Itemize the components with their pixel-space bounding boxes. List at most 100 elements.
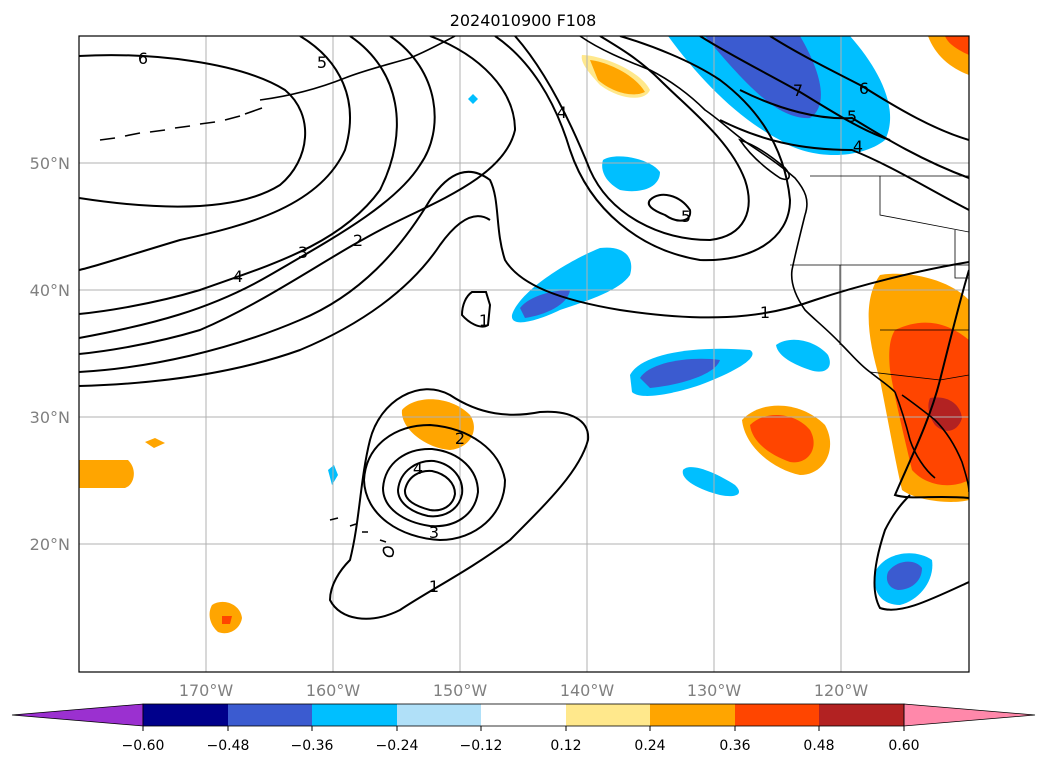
colorbar-bin [735, 704, 819, 726]
contour-label: 4 [233, 267, 243, 286]
contour-1-closed-39n [460, 291, 492, 328]
colorbar-bin [312, 704, 397, 726]
colorbar-bin [650, 704, 735, 726]
contour-label: 5 [847, 107, 857, 126]
colorbar-frame [142, 703, 905, 727]
positive-core-29n [750, 414, 814, 463]
colorbar-under-triangle [11, 703, 144, 727]
colorbar-tick-label: 0.60 [888, 738, 919, 754]
graticule [79, 36, 969, 672]
contour-5-closed [647, 193, 692, 222]
longitude-labels: 170°W 160°W 150°W 140°W 130°W 120°W [179, 681, 869, 700]
contour-5-northeast [739, 89, 969, 179]
map-frame [78, 35, 970, 673]
baja-coast [894, 391, 969, 493]
colorbar-tick-label: 0.24 [634, 738, 665, 754]
colorbar-bin [481, 704, 566, 726]
colorbar-tick-label: 0.36 [719, 738, 750, 754]
contour-2-subtropical [362, 423, 507, 542]
contour-2 [79, 36, 517, 355]
contour-label: 4 [853, 137, 863, 156]
positive-core-15n [222, 616, 232, 624]
colorbar-tick-label: −0.12 [460, 738, 503, 754]
negative-core-17n [886, 561, 922, 590]
colorbar-bin [397, 704, 481, 726]
coastlines [99, 36, 969, 558]
contour-lines [79, 36, 969, 620]
lon-label-130w: 130°W [687, 681, 742, 700]
contour-label: 1 [479, 311, 489, 330]
us-west-coast [790, 214, 896, 393]
contour-4-west [79, 36, 398, 315]
colorbar: −0.60 −0.48 −0.36 −0.24 −0.12 0.12 0.24 … [11, 703, 1036, 754]
contour-1-southeast [873, 494, 969, 611]
contour-label: 4 [557, 103, 567, 122]
contour-label: 4 [413, 459, 423, 478]
negative-core-40n [520, 290, 570, 318]
contour-7 [699, 36, 891, 141]
colorbar-over-triangle [903, 703, 1036, 727]
contour-label: 1 [429, 577, 439, 596]
state-borders [790, 176, 969, 345]
contour-label: 2 [353, 231, 363, 250]
positive-area-29n-150w [401, 399, 474, 450]
contour-label: 5 [317, 53, 327, 72]
vancouver-island [738, 138, 790, 181]
lon-label-160w: 160°W [306, 681, 361, 700]
negative-speck-54n [468, 94, 478, 104]
contour-4-far-northeast [719, 119, 969, 211]
lat-label-40n: 40°N [30, 281, 70, 300]
lat-label-50n: 50°N [30, 154, 70, 173]
contour-label: 1 [760, 303, 770, 322]
contour-label: 5 [681, 207, 691, 226]
contour-4-inner [514, 36, 750, 242]
contour-label: 2 [455, 429, 465, 448]
map-panel: 6 5 4 4 3 2 4 5 7 6 5 1 1 2 4 3 1 [78, 35, 970, 673]
positive-speck-29n [145, 438, 165, 448]
negative-area-26n [682, 467, 740, 497]
latitude-labels: 50°N 40°N 30°N 20°N [30, 154, 70, 554]
lon-label-120w: 120°W [814, 681, 869, 700]
aleutian-islands [99, 107, 263, 141]
negative-area-48n [602, 156, 660, 192]
colorbar-tick-labels: −0.60 −0.48 −0.36 −0.24 −0.12 0.12 0.24 … [122, 738, 920, 754]
colorbar-tick-label: −0.36 [291, 738, 334, 754]
colorbar-tick-label: −0.60 [122, 738, 165, 754]
contour-1-lower [79, 215, 491, 387]
positive-core-north-coast [590, 60, 645, 95]
colorbar-tick-label: −0.24 [376, 738, 419, 754]
colorbar-bin [228, 704, 312, 726]
contour-3-subtropical [381, 447, 480, 528]
contour-label: 6 [859, 79, 869, 98]
contour-label: 7 [793, 81, 803, 100]
map-title: 2024010900 F108 [450, 11, 597, 30]
contour-1 [79, 170, 969, 373]
lon-label-150w: 150°W [433, 681, 488, 700]
hawaii-islands [329, 517, 395, 558]
alaska-coast [259, 36, 456, 101]
se-alaska-bc-coast [579, 36, 808, 216]
colorbar-bin [819, 704, 904, 726]
lat-label-20n: 20°N [30, 535, 70, 554]
colorbar-bin [566, 704, 650, 726]
colorbar-tick-label: 0.12 [550, 738, 581, 754]
colorbar-tick-label: 0.48 [803, 738, 834, 754]
contour-1-subtropical [328, 388, 590, 620]
contour-4-subtropical [396, 459, 464, 518]
contour-label: 6 [138, 49, 148, 68]
positive-area-left-edge [79, 460, 134, 488]
positive-core-top-right [945, 36, 969, 55]
contour-4-northeast [494, 36, 792, 262]
contour-3 [79, 36, 436, 339]
negative-core-34n [640, 358, 720, 388]
contour-label: 3 [298, 243, 308, 262]
lon-label-140w: 140°W [560, 681, 615, 700]
contour-labels: 6 5 4 4 3 2 4 5 7 6 5 1 1 2 4 3 1 [138, 49, 869, 596]
contour-label: 3 [429, 523, 439, 542]
contour-6-northeast [769, 36, 969, 141]
shaded-anomalies [79, 36, 969, 634]
colorbar-bin [143, 704, 228, 726]
negative-area-33n-coast [776, 339, 830, 372]
lon-label-170w: 170°W [179, 681, 234, 700]
